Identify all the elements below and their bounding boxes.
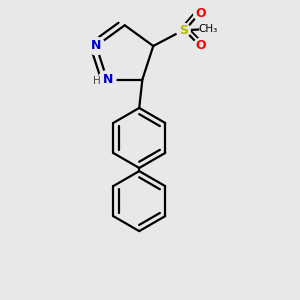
Circle shape xyxy=(176,23,190,37)
Text: H: H xyxy=(93,76,101,86)
Circle shape xyxy=(87,37,105,55)
Text: N: N xyxy=(91,39,101,52)
Text: N: N xyxy=(103,73,113,86)
Text: O: O xyxy=(195,7,206,20)
Circle shape xyxy=(98,71,116,88)
Text: CH₃: CH₃ xyxy=(198,24,218,34)
Circle shape xyxy=(194,38,208,52)
Circle shape xyxy=(200,21,216,37)
Circle shape xyxy=(194,7,208,21)
Text: O: O xyxy=(195,39,206,52)
Text: S: S xyxy=(179,24,188,37)
